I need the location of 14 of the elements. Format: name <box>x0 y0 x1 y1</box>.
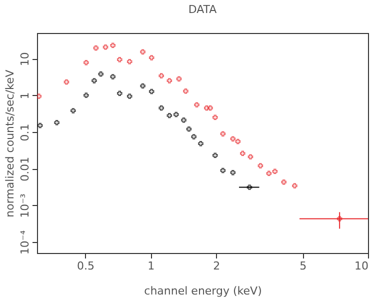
y-tick-label: 10 <box>18 52 32 66</box>
x-tick-label: 1 <box>148 260 155 272</box>
x-tick-label: 2 <box>213 260 220 272</box>
x-tick-label: 0.5 <box>76 260 94 272</box>
x-tick-label: 10 <box>354 260 368 272</box>
x-axis-title: channel energy (keV) <box>144 284 262 298</box>
y-tick-label: 10⁻³ <box>18 194 32 218</box>
chart-title: DATA <box>188 3 218 16</box>
x-tick-label: 5 <box>300 260 307 272</box>
y-tick-label: 1 <box>18 92 32 100</box>
y-tick-label: 0.01 <box>18 156 32 182</box>
y-axis-title: normalized counts/sec/keV <box>4 69 16 218</box>
y-tick-label: 10⁻⁴ <box>18 230 32 255</box>
y-tick-label: 0.1 <box>18 124 32 142</box>
